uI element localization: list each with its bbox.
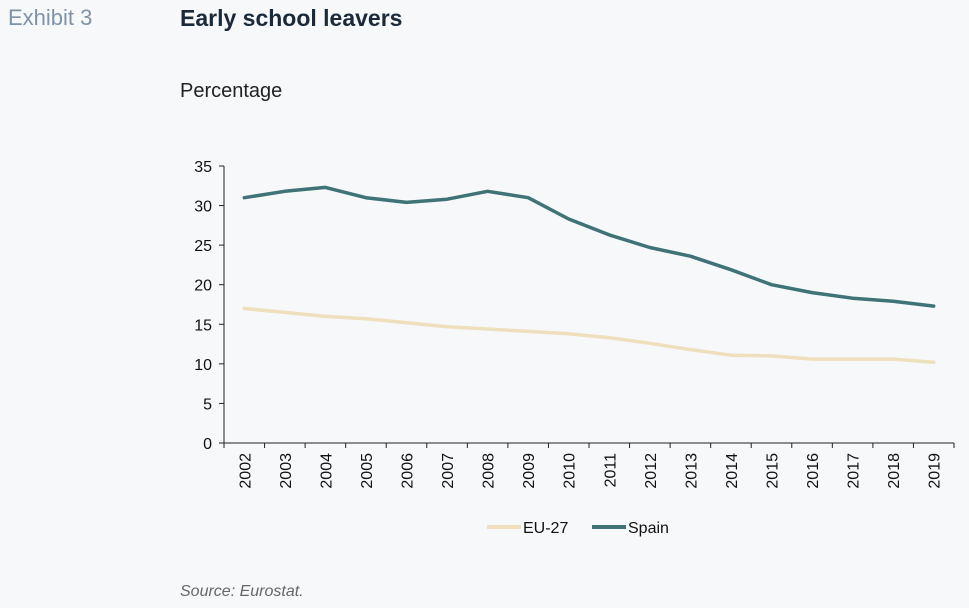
x-tick-label: 2012 xyxy=(643,453,660,489)
exhibit-label: Exhibit 3 xyxy=(8,5,93,30)
x-tick-label: 2010 xyxy=(562,453,579,489)
y-tick-label: 5 xyxy=(203,396,212,413)
x-tick-label: 2003 xyxy=(278,453,295,489)
x-tick-label: 2007 xyxy=(440,453,457,489)
y-tick-label: 30 xyxy=(194,199,212,216)
x-tick-label: 2014 xyxy=(724,453,741,489)
legend-label: Spain xyxy=(628,520,669,537)
y-tick-label: 10 xyxy=(194,357,212,374)
x-tick-label: 2011 xyxy=(602,453,619,488)
x-tick-label: 2013 xyxy=(683,453,700,489)
chart-title: Early school leavers xyxy=(180,5,403,31)
legend-label: EU-27 xyxy=(523,520,568,537)
x-tick-label: 2008 xyxy=(481,453,498,489)
x-tick-label: 2005 xyxy=(359,453,376,489)
series-line-eu-27 xyxy=(242,306,936,365)
x-tick-label: 2017 xyxy=(846,453,863,489)
x-tick-label: 2016 xyxy=(805,453,822,489)
x-tick-label: 2009 xyxy=(521,453,538,489)
y-tick-label: 0 xyxy=(203,436,212,453)
chart-subtitle: Percentage xyxy=(180,80,283,102)
source-note: Source: Eurostat. xyxy=(180,583,304,600)
x-tick-label: 2004 xyxy=(318,453,335,489)
x-tick-label: 2019 xyxy=(927,453,944,489)
y-tick-label: 35 xyxy=(194,159,212,176)
x-tick-label: 2015 xyxy=(765,453,782,489)
x-tick-label: 2006 xyxy=(400,453,417,489)
x-tick-label: 2002 xyxy=(237,453,254,489)
y-tick-label: 25 xyxy=(194,238,212,255)
y-tick-label: 15 xyxy=(194,317,212,334)
x-tick-label: 2018 xyxy=(886,453,903,489)
series-line-spain xyxy=(242,185,936,308)
y-tick-label: 20 xyxy=(194,278,212,295)
